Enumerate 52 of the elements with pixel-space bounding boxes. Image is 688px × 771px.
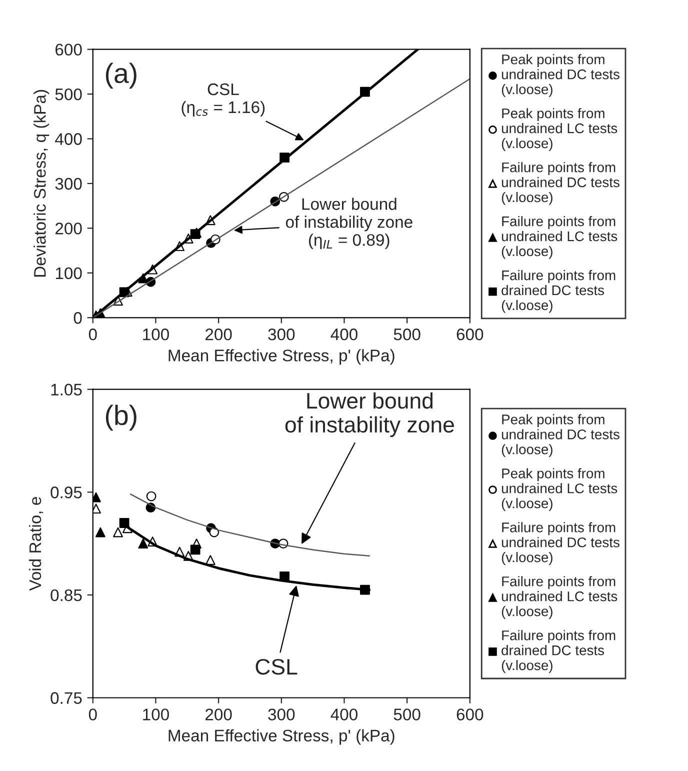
- x-tick-label: 300: [268, 328, 295, 340]
- point: [146, 491, 156, 502]
- legend-label: Peak points from undrained DC tests (v.loose): [502, 54, 620, 97]
- point: [190, 544, 200, 555]
- y-tick-label: 400: [55, 133, 82, 145]
- legend-label: Peak points from undrained DC tests (v.loose): [502, 414, 620, 458]
- x-tick-label: 600: [456, 328, 484, 340]
- legend-label: Failure points from undrained DC tests (v.loose): [502, 162, 620, 205]
- x-tick-label: 600: [456, 708, 484, 720]
- y-tick-label: 0.95: [50, 486, 82, 498]
- y-tick-label: 300: [55, 178, 82, 190]
- y-tick-label: 200: [55, 222, 82, 234]
- y-axis-title: Void Ratio, e: [28, 497, 44, 591]
- point: [205, 555, 216, 565]
- y-tick-label: 500: [55, 88, 82, 100]
- x-tick-label: 400: [330, 708, 358, 720]
- x-tick-label: 500: [394, 708, 420, 720]
- x-axis-title: Mean Effective Stress, p' (kPa): [168, 729, 394, 745]
- x-axis-title: Mean Effective Stress, p' (kPa): [168, 349, 394, 365]
- y-tick-label: 100: [56, 267, 82, 280]
- point: [138, 538, 148, 549]
- x-tick-label: 100: [143, 708, 169, 720]
- legend-label: Failure points from undrained LC tests (v.loose): [502, 576, 618, 619]
- x-tick-label: 0: [88, 708, 97, 720]
- legend-label: Peak points from undrained LC tests (v.loose): [502, 468, 618, 512]
- annotation: Lower bound of instability zone: [285, 392, 454, 438]
- legend-label: Failure points from undrained DC tests (v.loose): [502, 522, 620, 565]
- y-tick-label: 0.85: [50, 589, 82, 602]
- y-axis-title: Deviatoric Stress, q (kPa): [34, 90, 50, 277]
- annotation: CSL (η$_{cs}$ = 1.16): [182, 83, 265, 116]
- legend-label: Peak points from undrained LC tests (v.loose): [502, 108, 618, 151]
- annotation: (b): [106, 404, 136, 431]
- annotation: Lower bound of instability zone (η$_{IL}$ = 0.89): [286, 198, 412, 250]
- line-series: [130, 494, 370, 557]
- x-tick-label: 200: [205, 708, 232, 720]
- x-tick-label: 200: [205, 328, 232, 340]
- point: [113, 527, 123, 538]
- x-tick-label: 300: [268, 708, 295, 720]
- annotation: CSL: [256, 658, 298, 675]
- x-tick-label: 500: [394, 328, 420, 340]
- y-tick-label: 1.05: [51, 384, 82, 396]
- point: [95, 527, 106, 538]
- y-tick-label: 0.75: [50, 692, 82, 704]
- y-tick-label: 0: [74, 312, 82, 324]
- y-tick-label: 600: [56, 44, 82, 56]
- x-tick-label: 100: [143, 328, 169, 340]
- legend-label: Failure points from drained DC tests (v.loose): [502, 270, 616, 313]
- annotation: (a): [106, 62, 136, 89]
- x-tick-label: 400: [330, 328, 358, 340]
- x-tick-label: 0: [88, 328, 97, 340]
- legend-label: Failure points from drained DC tests (v.loose): [502, 630, 616, 673]
- legend-label: Failure points from undrained LC tests (v.loose): [502, 216, 618, 259]
